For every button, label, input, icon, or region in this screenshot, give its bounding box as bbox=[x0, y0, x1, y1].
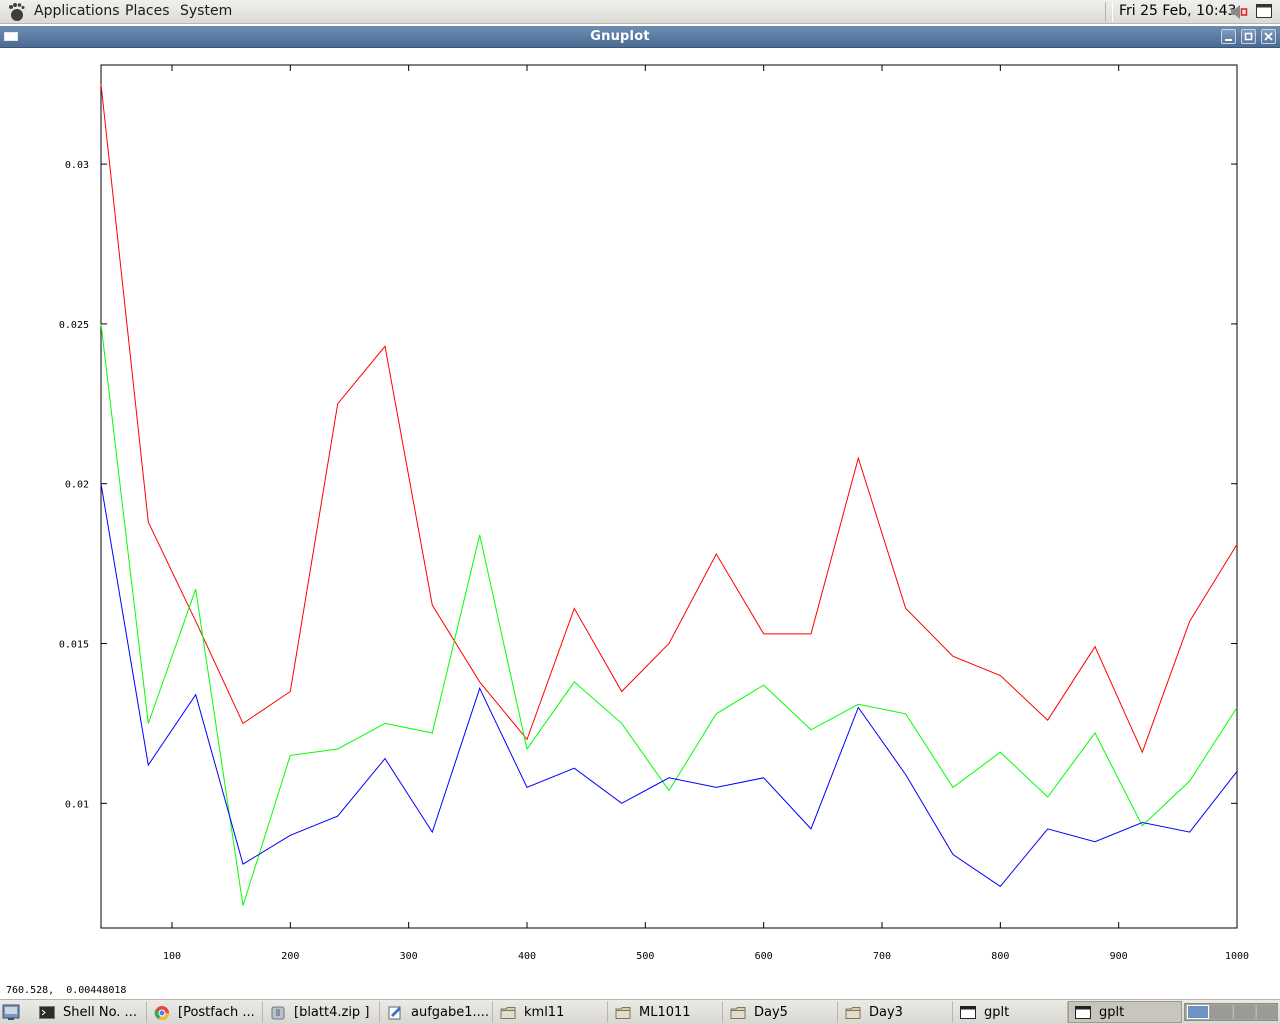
workspace-1[interactable] bbox=[1187, 1005, 1209, 1019]
folder-icon bbox=[845, 1007, 861, 1019]
x-tick-label: 200 bbox=[281, 951, 299, 962]
maximize-button[interactable] bbox=[1241, 29, 1256, 44]
minimize-button[interactable] bbox=[1221, 29, 1236, 44]
x-tick-label: 400 bbox=[518, 951, 536, 962]
menu-applications[interactable]: Applications bbox=[34, 3, 120, 19]
series-line-1 bbox=[100, 84, 1238, 754]
y-tick-label: 0.015 bbox=[59, 640, 89, 651]
x-tick-label: 300 bbox=[400, 951, 418, 962]
show-desktop-icon[interactable] bbox=[2, 1003, 20, 1021]
folder-icon bbox=[615, 1007, 631, 1019]
taskbar-item[interactable]: Shell No. ... bbox=[32, 1001, 147, 1023]
text-editor-icon bbox=[388, 1006, 401, 1020]
taskbar-item-label: gplt bbox=[1099, 1005, 1125, 1020]
menu-system[interactable]: System bbox=[180, 3, 233, 19]
close-button[interactable] bbox=[1261, 29, 1276, 44]
series-line-3 bbox=[100, 483, 1238, 888]
y-tick-label: 0.02 bbox=[65, 480, 89, 491]
x-tick-label: 1000 bbox=[1225, 951, 1249, 962]
window-titlebar[interactable]: Gnuplot bbox=[0, 26, 1280, 48]
folder-icon bbox=[500, 1007, 516, 1019]
taskbar-item[interactable]: [Postfach ... bbox=[147, 1001, 263, 1023]
bottom-panel: Shell No. ... [Postfach ... [blatt4.zip ] a… bbox=[0, 999, 1280, 1024]
x-tick-label: 700 bbox=[873, 951, 891, 962]
window-list-icon[interactable] bbox=[1256, 4, 1272, 18]
y-tick-label: 0.01 bbox=[65, 799, 89, 810]
taskbar-item[interactable]: aufgabe1.... bbox=[380, 1001, 493, 1023]
taskbar-item[interactable]: Day3 bbox=[838, 1001, 953, 1023]
x-tick-label: 800 bbox=[991, 951, 1009, 962]
plot-border bbox=[100, 64, 1238, 929]
archive-icon bbox=[271, 1006, 285, 1020]
mouse-coordinates: 760.528, 0.00448018 bbox=[6, 985, 127, 996]
minimize-icon bbox=[1225, 39, 1232, 41]
taskbar-item-label: kml11 bbox=[524, 1005, 565, 1020]
workspace-switcher[interactable] bbox=[1184, 1003, 1278, 1021]
plot-axes: 100 200 300 400 500 600 700 800 900 1000 0.01 0.015… bbox=[59, 64, 1249, 962]
taskbar-item-label: [blatt4.zip ] bbox=[294, 1005, 370, 1020]
clock[interactable]: Fri 25 Feb, 10:43 bbox=[1119, 3, 1237, 19]
volume-muted-icon[interactable] bbox=[1230, 4, 1248, 20]
plot-area[interactable]: 100 200 300 400 500 600 700 800 900 1000 0.01 0.015… bbox=[0, 48, 1280, 983]
x-tick-label: 100 bbox=[163, 951, 181, 962]
taskbar-item-label: ML1011 bbox=[639, 1005, 691, 1020]
x-tick-label: 600 bbox=[755, 951, 773, 962]
taskbar-item[interactable]: kml11 bbox=[493, 1001, 608, 1023]
x-tick-label: 900 bbox=[1110, 951, 1128, 962]
taskbar-item-label: Day3 bbox=[869, 1005, 903, 1020]
window-menu-icon[interactable] bbox=[4, 32, 18, 41]
workspace-2[interactable] bbox=[1210, 1005, 1232, 1019]
terminal-icon bbox=[39, 1006, 55, 1019]
window-title: Gnuplot bbox=[590, 29, 650, 44]
taskbar-item[interactable]: Day5 bbox=[723, 1001, 838, 1023]
workspace-4[interactable] bbox=[1256, 1005, 1278, 1019]
menu-places[interactable]: Places bbox=[125, 3, 170, 19]
taskbar-item-label: aufgabe1.... bbox=[411, 1005, 490, 1020]
taskbar-item[interactable]: [blatt4.zip ] bbox=[263, 1001, 380, 1023]
y-tick-label: 0.025 bbox=[59, 320, 89, 331]
x-tick-label: 500 bbox=[636, 951, 654, 962]
window-icon bbox=[960, 1006, 976, 1019]
close-icon bbox=[1264, 32, 1273, 41]
taskbar-item-label: gplt bbox=[984, 1005, 1010, 1020]
folder-icon bbox=[730, 1007, 746, 1019]
top-panel: Applications Places System Fri 25 Feb, 1… bbox=[0, 0, 1280, 24]
browser-icon bbox=[154, 1006, 169, 1020]
series-line-2 bbox=[100, 323, 1238, 906]
taskbar-item-label: Shell No. ... bbox=[63, 1005, 137, 1020]
panel-handle[interactable] bbox=[1105, 2, 1113, 22]
taskbar-item[interactable]: gplt bbox=[953, 1001, 1068, 1023]
plot-series bbox=[100, 84, 1238, 906]
gnome-foot-icon[interactable] bbox=[6, 2, 26, 22]
workspace-3[interactable] bbox=[1233, 1005, 1255, 1019]
taskbar-item-label: [Postfach ... bbox=[178, 1005, 255, 1020]
maximize-icon bbox=[1244, 32, 1253, 41]
taskbar-item-label: Day5 bbox=[754, 1005, 788, 1020]
window-icon bbox=[1075, 1006, 1091, 1019]
taskbar-item[interactable]: ML1011 bbox=[608, 1001, 723, 1023]
y-tick-label: 0.03 bbox=[65, 160, 89, 171]
taskbar-item[interactable]: gplt bbox=[1068, 1001, 1182, 1023]
